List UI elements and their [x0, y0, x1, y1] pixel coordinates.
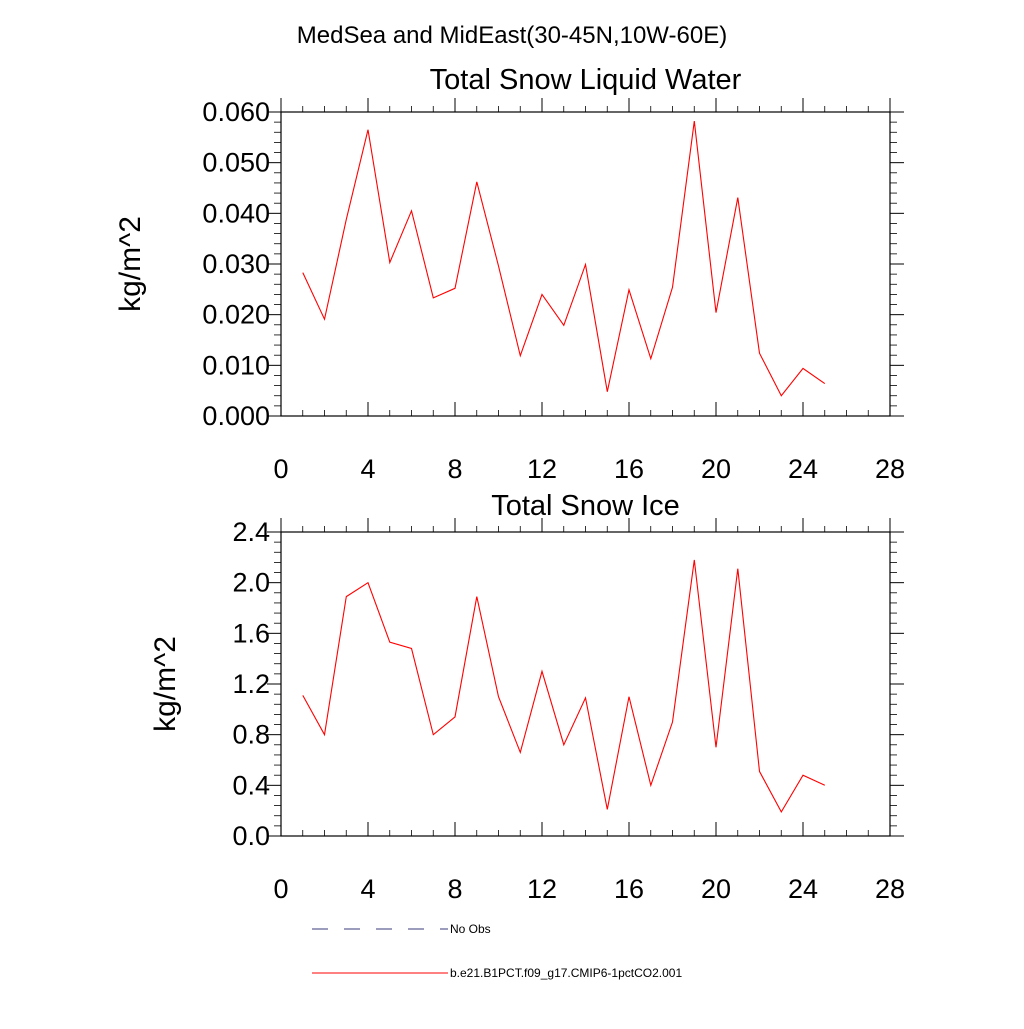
x-tick-label: 28	[875, 454, 905, 484]
x-tick-label: 12	[527, 454, 557, 484]
y-tick-label: 0.8	[232, 720, 270, 750]
x-tick-label: 20	[701, 454, 731, 484]
y-axis-label: kg/m^2	[149, 636, 182, 732]
legend: No Obs b.e21.B1PCT.f09_g17.CMIP6-1pctCO2.…	[312, 922, 682, 980]
y-axis-label: kg/m^2	[114, 216, 147, 312]
y-tick-label: 0.010	[202, 350, 270, 380]
series-line	[302, 559, 826, 814]
y-tick-label: 2.4	[232, 517, 270, 547]
y-tick-label: 0.000	[202, 401, 270, 431]
x-tick-label: 12	[527, 874, 557, 904]
x-tick-label: 24	[788, 874, 818, 904]
y-tick-label: 2.0	[232, 568, 270, 598]
x-tick-label: 8	[447, 874, 462, 904]
y-tick-label: 0.050	[202, 148, 270, 178]
y-tick-label: 0.0	[232, 821, 270, 851]
y-tick-label: 0.4	[232, 770, 270, 800]
chart-title: Total Snow Ice	[491, 490, 680, 522]
series-line	[302, 121, 826, 397]
y-tick-label: 0.060	[202, 97, 270, 127]
y-tick-label: 1.2	[232, 669, 270, 699]
y-tick-label: 1.6	[232, 618, 270, 648]
x-tick-label: 8	[447, 454, 462, 484]
legend-label-1: No Obs	[450, 922, 491, 936]
chart-panel-1: Total Snow Liquid Water 0 4 8 12 16 20 24 28 0.00…	[114, 64, 905, 484]
figure-suptitle: MedSea and MidEast(30-45N,10W-60E)	[297, 22, 727, 49]
legend-label-2: b.e21.B1PCT.f09_g17.CMIP6-1pctCO2.001	[450, 966, 682, 980]
x-tick-label: 4	[360, 454, 375, 484]
y-tick-label: 0.040	[202, 198, 270, 228]
y-tick-label: 0.030	[202, 249, 270, 279]
x-tick-label: 20	[701, 874, 731, 904]
x-tick-label: 0	[273, 874, 288, 904]
x-tick-label: 24	[788, 454, 818, 484]
x-tick-label: 4	[360, 874, 375, 904]
x-tick-label: 0	[273, 454, 288, 484]
x-tick-label: 16	[614, 454, 644, 484]
x-tick-label: 28	[875, 874, 905, 904]
x-tick-label: 16	[614, 874, 644, 904]
y-tick-label: 0.020	[202, 300, 270, 330]
chart-panel-2: Total Snow Ice 0 4 8 12 16 20 24 28 0.0 0.4 0.8 1.2 1…	[149, 490, 905, 904]
chart-title: Total Snow Liquid Water	[430, 64, 742, 96]
plot-frame	[280, 531, 891, 837]
